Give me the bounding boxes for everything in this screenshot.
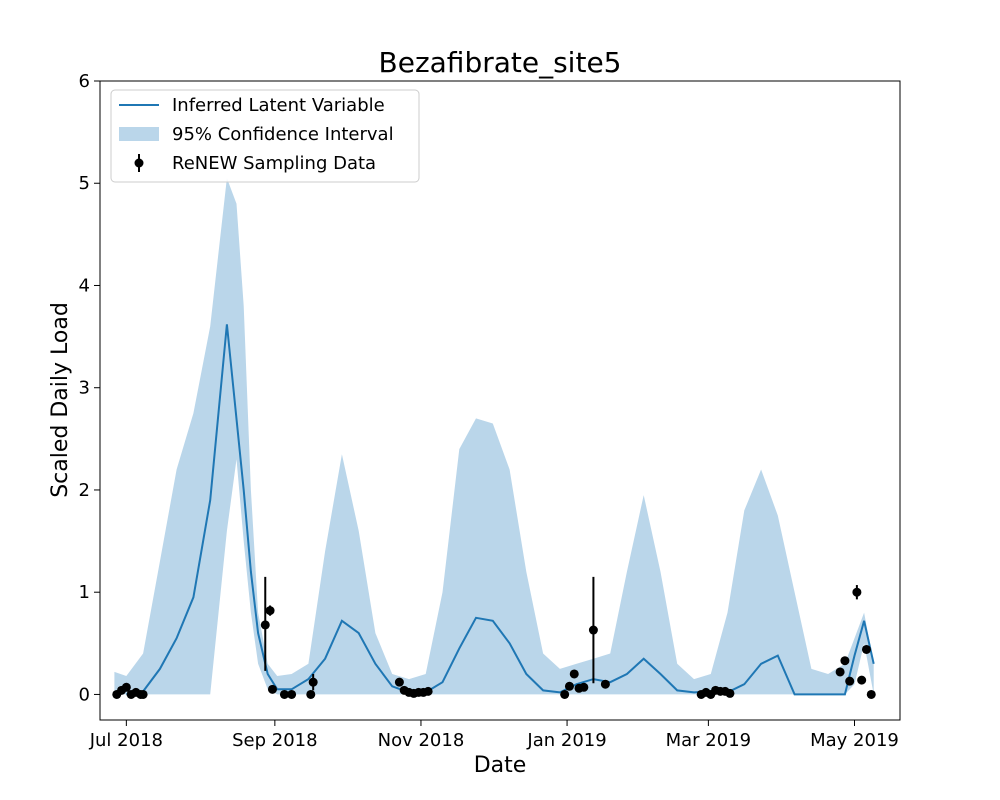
x-tick-label: Sep 2018	[232, 730, 317, 751]
legend-point-swatch	[134, 158, 144, 168]
sample-point	[121, 682, 131, 692]
plot-frame	[99, 80, 901, 721]
legend-band-swatch	[119, 127, 159, 141]
confidence-band	[114, 178, 874, 695]
x-tick-label: Nov 2018	[378, 730, 465, 751]
sample-point	[835, 667, 845, 677]
sample-point	[857, 675, 867, 685]
x-tick-label: Jan 2019	[526, 730, 606, 751]
legend-label-ci: 95% Confidence Interval	[172, 124, 394, 145]
x-tick-label: Jul 2018	[89, 730, 163, 751]
sample-point	[423, 686, 433, 696]
sample-point	[600, 679, 610, 689]
y-tick-label: 6	[79, 71, 90, 92]
sample-point	[267, 684, 277, 694]
sample-point	[560, 689, 570, 699]
sample-point	[306, 689, 316, 699]
x-tick-label: Mar 2019	[666, 730, 752, 751]
y-tick-label: 4	[79, 275, 90, 296]
y-tick-label: 3	[79, 378, 90, 399]
chart-title: Bezafibrate_site5	[379, 46, 622, 79]
latent-variable-line	[126, 324, 875, 696]
sample-point	[394, 677, 404, 687]
legend-box	[110, 89, 420, 183]
sample-point	[725, 688, 735, 698]
y-tick-label: 5	[79, 173, 90, 194]
sample-point	[308, 677, 318, 687]
sample-point	[845, 676, 855, 686]
sample-point	[866, 689, 876, 699]
legend: Inferred Latent Variable 95% Confidence …	[110, 89, 420, 183]
y-axis-label: Scaled Daily Load	[48, 302, 73, 498]
sample-point	[579, 682, 589, 692]
sample-point	[279, 689, 289, 699]
y-tick-label: 2	[79, 480, 90, 501]
sample-point	[138, 689, 148, 699]
sample-point	[265, 606, 275, 616]
plot-area	[112, 178, 876, 699]
sample-point	[861, 644, 871, 654]
x-tick-label: May 2019	[810, 730, 899, 751]
sample-point	[564, 681, 574, 691]
legend-label-sampling: ReNEW Sampling Data	[172, 153, 376, 174]
y-tick-label: 1	[79, 582, 90, 603]
sample-point	[840, 656, 850, 666]
y-tick-label: 0	[79, 684, 90, 705]
sample-point	[852, 587, 862, 597]
sample-point	[287, 689, 297, 699]
x-axis-label: Date	[474, 753, 527, 778]
sample-point	[569, 669, 579, 679]
sample-point	[260, 620, 270, 630]
sample-point	[588, 625, 598, 635]
legend-label-latent: Inferred Latent Variable	[172, 95, 385, 116]
axes: Jul 2018 Sep 2018 Nov 2018 Jan 2019 Mar 2019…	[79, 71, 901, 751]
